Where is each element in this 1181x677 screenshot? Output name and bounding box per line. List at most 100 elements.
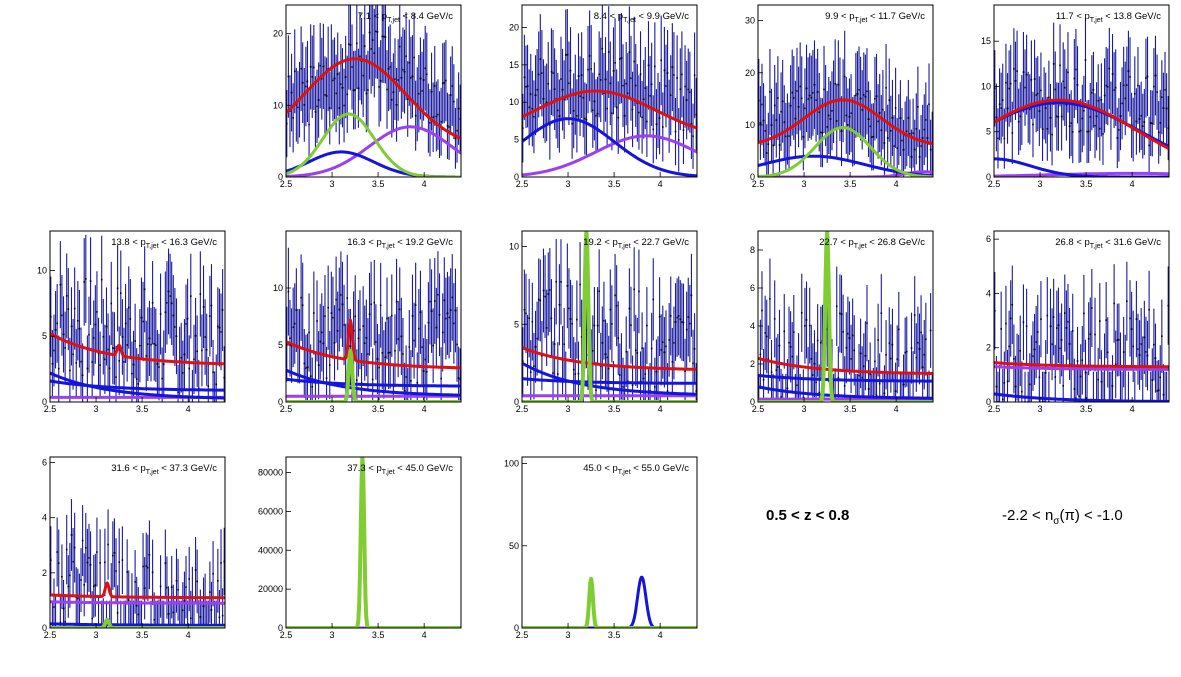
data-point [593,324,596,327]
data-point [843,75,846,78]
data-point [855,94,857,97]
panel-title-sub: T,jet [1090,243,1103,250]
data-point [671,66,674,68]
data-point [1138,118,1141,120]
nsigma-cut-label: -2.2 < nσ(π) < -1.0 [1002,507,1123,527]
data-point [792,97,795,99]
data-point [220,562,222,564]
data-point [641,116,643,119]
data-point [552,372,554,374]
data-point [875,95,878,98]
plot-frame [521,456,698,629]
y-tick-label: 10 [273,100,283,110]
data-point [425,73,428,76]
data-point [333,342,336,344]
data-point [290,91,293,94]
x-tick-label: 2.5 [44,404,57,414]
data-point [1086,130,1088,133]
data-point [1124,97,1127,100]
x-tick-label: 3.5 [608,630,621,640]
data-point [209,591,211,593]
data-point [336,73,339,75]
data-point [340,294,342,296]
total-fit-curve [50,332,225,366]
data-point [194,335,197,337]
plot-frame [521,230,698,403]
data-point [378,86,380,88]
data-point [379,304,382,307]
data-point [689,322,691,325]
blue-a-curve [522,361,697,396]
pion-spike-curve [522,576,697,628]
data-point [209,315,211,317]
data-point [134,340,136,342]
data-point [1111,73,1114,75]
x-tick-label: 3 [330,179,335,189]
data-point [84,278,87,280]
data-point [166,302,168,304]
data-point [630,324,632,326]
panel-title-prefix: 26.8 < p [1055,237,1090,248]
data-point [995,116,998,119]
data-point [54,328,57,331]
data-point [324,315,326,317]
data-point [555,280,558,283]
data-point [591,109,594,112]
data-point [286,122,288,125]
data-point [371,39,374,41]
x-tick-label: 3.5 [608,179,621,189]
data-point [53,349,55,352]
data-point [553,343,556,345]
data-point [582,96,585,99]
x-tick-label: 4 [186,630,191,640]
data-point [877,120,879,123]
data-point [869,125,871,128]
data-point [623,115,626,117]
data-point [1094,333,1096,336]
data-point [904,351,906,354]
data-point [851,334,854,337]
panel-title: 31.6 < pT,jet < 37.3 GeV/c [111,463,217,476]
data-point [140,316,143,319]
data-point [676,77,678,79]
data-point [135,378,138,380]
data-point [558,115,561,117]
data-point [1075,68,1077,71]
kaon-gauss-curve [522,117,697,177]
data-point [1129,76,1131,78]
data-point [84,546,87,549]
data-point [218,616,221,619]
data-point [177,588,179,591]
data-point [791,91,794,94]
data-point [663,69,666,72]
data-point [569,69,572,72]
data-point [539,58,542,60]
data-point [1067,320,1069,323]
data-point [137,613,140,616]
data-point [199,293,202,295]
plot-frame [521,4,698,178]
data-point [1143,336,1146,339]
data-point [839,312,841,315]
chart-panel: 2.5 3 3.5 4 0 5 10 19.2 < pT,jet < 22.7 GeV/c [509,230,698,414]
data-point [151,301,154,304]
data-point [1098,320,1101,322]
data-point [553,88,556,90]
panel-title-sub: T,jet [854,243,867,250]
data-point [362,325,364,327]
data-point [693,74,696,77]
data-point [112,347,114,349]
data-point [335,298,337,301]
data-point [218,326,221,329]
data-point [867,388,870,390]
data-point [1165,107,1168,110]
data-point [1111,385,1114,387]
data-point [142,565,144,568]
data-point [335,92,337,95]
data-point [153,618,156,621]
data-point [1078,395,1080,397]
data-point [1097,99,1100,102]
data-point [308,123,310,126]
data-point [438,313,441,316]
data-point [384,36,387,38]
